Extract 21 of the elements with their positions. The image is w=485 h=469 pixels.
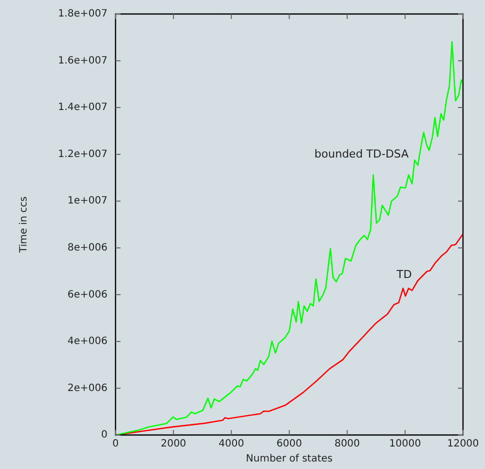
y-tick-label: 1.8e+007 — [58, 8, 108, 20]
series-label: bounded TD-DSA — [314, 148, 410, 161]
x-tick-label: 12000 — [447, 438, 479, 450]
x-tick-label: 8000 — [334, 438, 360, 450]
y-tick-label: 6e+006 — [68, 289, 108, 300]
y-tick-label: 8e+006 — [68, 242, 108, 254]
y-tick-label: 1.6e+007 — [58, 55, 108, 66]
y-tick-label: 1e+007 — [68, 196, 108, 207]
y-axis-title: Time in ccs — [18, 196, 30, 254]
series-label: TD — [396, 268, 412, 281]
x-tick-label: 6000 — [276, 438, 302, 450]
x-tick-label: 0 — [112, 438, 119, 450]
x-tick-label: 4000 — [218, 438, 244, 450]
y-tick-label: 2e+006 — [68, 382, 108, 394]
x-axis-title: Number of states — [246, 454, 333, 465]
y-tick-label: 0 — [101, 430, 108, 441]
x-tick-label: 2000 — [160, 438, 186, 450]
y-tick-label: 1.2e+007 — [58, 148, 108, 160]
y-tick-label: 4e+006 — [68, 336, 108, 348]
y-tick-label: 1.4e+007 — [58, 102, 108, 114]
x-tick-label: 10000 — [389, 438, 421, 450]
